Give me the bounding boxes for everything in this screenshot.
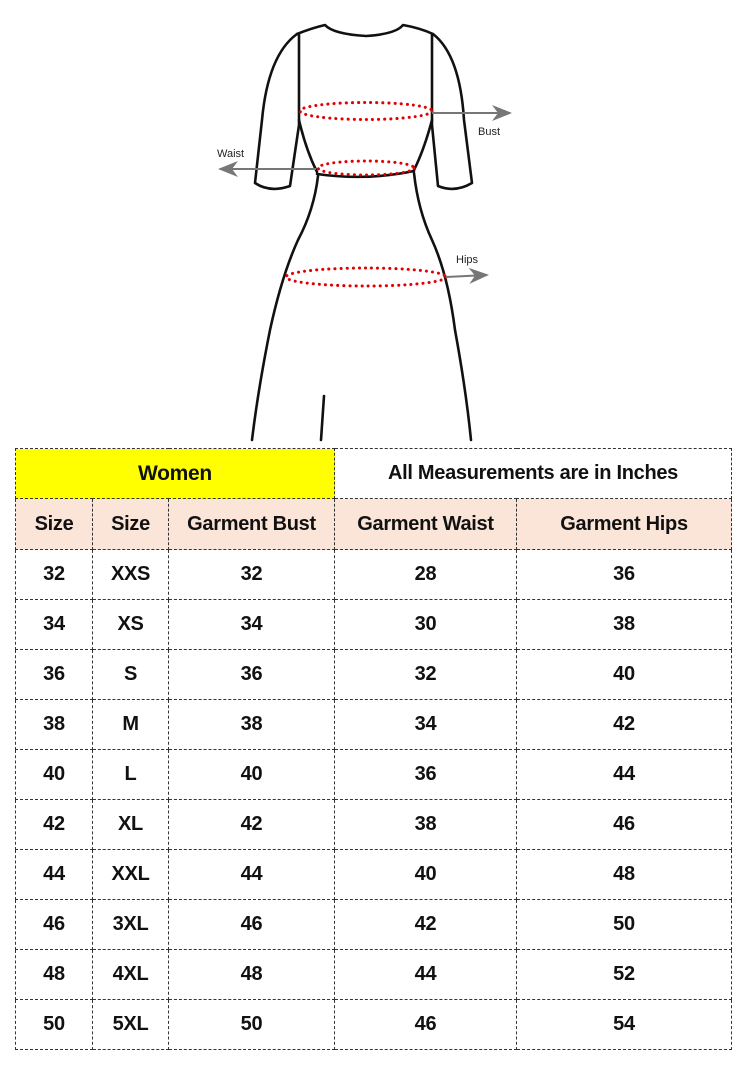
waist-ring xyxy=(316,159,416,177)
table-cell: 3XL xyxy=(92,899,169,950)
header-row: Size Size Garment Bust Garment Waist Gar… xyxy=(15,498,733,550)
table-cell: XXL xyxy=(92,849,169,900)
table-cell: 40 xyxy=(334,849,517,900)
table-cell: 46 xyxy=(334,999,517,1050)
table-cell: 42 xyxy=(168,799,335,850)
table-row: 38 M 38 34 42 xyxy=(15,699,733,750)
column-header: Garment Waist xyxy=(334,498,517,550)
table-cell: 42 xyxy=(334,899,517,950)
table-cell: 52 xyxy=(515,949,733,1000)
table-cell: 54 xyxy=(515,999,733,1050)
table-cell: 46 xyxy=(515,799,733,850)
table-cell: 48 xyxy=(15,949,93,1000)
table-cell: 40 xyxy=(515,649,733,700)
table-cell: M xyxy=(92,699,169,750)
table-cell: 32 xyxy=(334,649,517,700)
table-row: 40 L 40 36 44 xyxy=(15,749,733,800)
table-row: 44 XXL 44 40 48 xyxy=(15,849,733,900)
table-cell: 34 xyxy=(334,699,517,750)
column-header: Size xyxy=(92,498,169,550)
table-cell: 44 xyxy=(515,749,733,800)
table-cell: 30 xyxy=(334,599,517,650)
table-cell: 5XL xyxy=(92,999,169,1050)
table-cell: 46 xyxy=(168,899,335,950)
table-cell: 36 xyxy=(15,649,93,700)
units-note: All Measurements are in Inches xyxy=(333,448,733,499)
table-cell: 36 xyxy=(515,549,733,600)
hips-ring xyxy=(284,266,448,288)
table-cell: 44 xyxy=(168,849,335,900)
table-cell: 48 xyxy=(515,849,733,900)
dress-measurement-diagram: Bust Waist Hips xyxy=(217,23,512,442)
title-row: Women All Measurements are in Inches xyxy=(15,448,733,499)
hips-arrow-icon xyxy=(445,267,489,284)
table-cell: 42 xyxy=(15,799,93,850)
table-row: 42 XL 42 38 46 xyxy=(15,799,733,850)
table-row: 46 3XL 46 42 50 xyxy=(15,899,733,950)
table-cell: 44 xyxy=(334,949,517,1000)
hips-label: Hips xyxy=(456,254,479,266)
table-cell: 28 xyxy=(334,549,517,600)
table-cell: 36 xyxy=(334,749,517,800)
bust-label: Bust xyxy=(478,126,500,138)
bust-ring xyxy=(298,101,434,121)
column-header: Garment Bust xyxy=(168,498,335,550)
table-cell: 38 xyxy=(334,799,517,850)
table-cell: 40 xyxy=(168,749,335,800)
table-cell: 42 xyxy=(515,699,733,750)
measure-rings xyxy=(284,101,448,288)
table-cell: 50 xyxy=(515,899,733,950)
table-cell: XXS xyxy=(92,549,169,600)
size-chart-table: Women All Measurements are in Inches Siz… xyxy=(15,448,733,1050)
measure-arrows xyxy=(218,105,512,284)
column-header: Size xyxy=(15,498,93,550)
table-cell: 32 xyxy=(168,549,335,600)
table-cell: 34 xyxy=(168,599,335,650)
table-row: 32 XXS 32 28 36 xyxy=(15,549,733,600)
table-cell: S xyxy=(92,649,169,700)
table-cell: 48 xyxy=(168,949,335,1000)
table-cell: 44 xyxy=(15,849,93,900)
table-cell: 46 xyxy=(15,899,93,950)
table-cell: 4XL xyxy=(92,949,169,1000)
table-cell: 38 xyxy=(168,699,335,750)
table-row: 50 5XL 50 46 54 xyxy=(15,999,733,1050)
table-cell: 50 xyxy=(168,999,335,1050)
table-cell: L xyxy=(92,749,169,800)
table-cell: 38 xyxy=(515,599,733,650)
table-cell: 38 xyxy=(15,699,93,750)
table-cell: 32 xyxy=(15,549,93,600)
table-cell: 50 xyxy=(15,999,93,1050)
table-row: 36 S 36 32 40 xyxy=(15,649,733,700)
dress-outline xyxy=(250,23,474,442)
table-cell: 40 xyxy=(15,749,93,800)
table-cell: 36 xyxy=(168,649,335,700)
column-header: Garment Hips xyxy=(515,498,733,550)
table-cell: XS xyxy=(92,599,169,650)
table-title: Women xyxy=(15,448,335,499)
waist-label: Waist xyxy=(217,148,244,160)
table-cell: XL xyxy=(92,799,169,850)
table-row: 48 4XL 48 44 52 xyxy=(15,949,733,1000)
table-cell: 34 xyxy=(15,599,93,650)
table-row: 34 XS 34 30 38 xyxy=(15,599,733,650)
